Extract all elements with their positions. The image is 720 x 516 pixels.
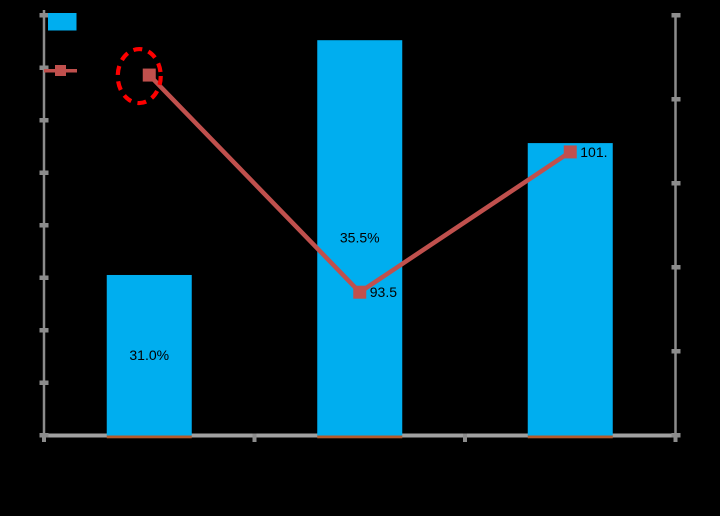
y-axis-right-tick	[671, 97, 681, 102]
dashed-circle-annotation	[115, 46, 163, 106]
legend-bar-swatch	[48, 13, 77, 31]
y-axis-left-tick	[39, 170, 49, 175]
bar-data-label: 35.5%	[340, 230, 380, 246]
x-axis-tick	[252, 433, 257, 442]
y-axis-left-tick	[39, 328, 49, 333]
y-axis-left-tick	[39, 275, 49, 280]
y-axis-left-tick	[39, 380, 49, 385]
bar	[106, 274, 192, 436]
y-axis-right-tick	[671, 349, 681, 354]
y-axis-right-tick	[671, 181, 681, 186]
line-data-label: 101.	[580, 144, 607, 160]
bar-bottom-strip	[317, 435, 403, 439]
bar-bottom-strip	[527, 435, 613, 439]
y-axis-left-tick	[39, 65, 49, 70]
x-axis-tick	[463, 433, 467, 442]
legend-line-marker-swatch	[55, 65, 66, 76]
bar	[527, 143, 613, 436]
bar	[317, 40, 403, 436]
line-series-marker	[563, 145, 577, 159]
y-axis-right-tick	[671, 13, 681, 18]
bar-bottom-strip	[106, 435, 192, 439]
bar-data-label: 31.0%	[129, 347, 169, 363]
line-data-label: 93.5	[370, 284, 397, 300]
line-series-marker	[353, 285, 367, 299]
line-series-marker	[142, 68, 156, 82]
x-axis-tick	[673, 433, 678, 442]
y-axis-left-tick	[39, 13, 49, 18]
x-axis-tick	[42, 433, 46, 442]
y-axis-left-tick	[39, 118, 49, 123]
y-axis-right-tick	[671, 265, 681, 270]
y-axis-right-line	[674, 13, 677, 441]
y-axis-left-tick	[39, 223, 49, 228]
